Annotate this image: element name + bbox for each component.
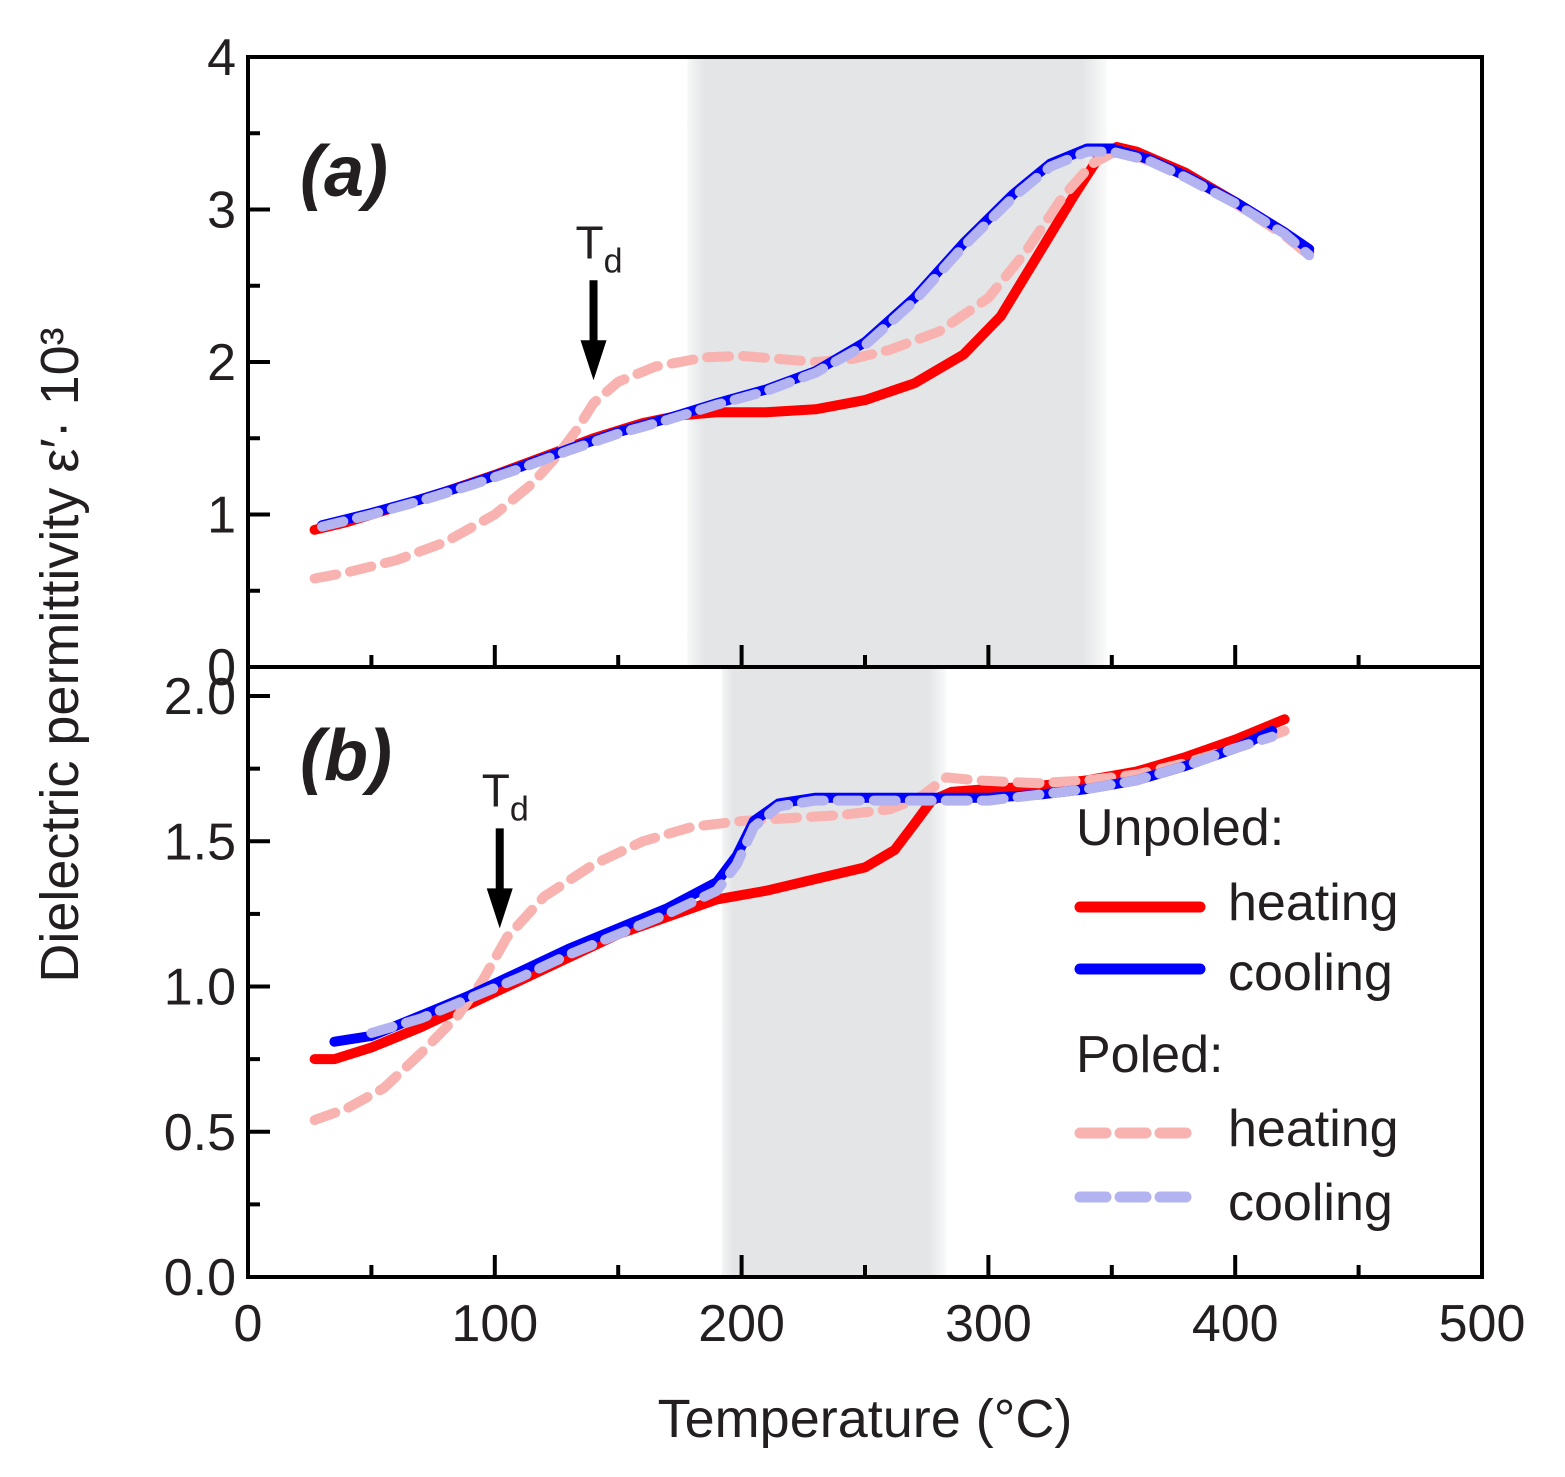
y-tick-label: 0.0 [164, 1249, 236, 1307]
panel-b: 0.0 0.5 1.0 1.5 2.0 0 100 200 300 400 500 (b) Td [164, 667, 1526, 1353]
legend: Unpoled: heating cooling Poled: heating … [1074, 799, 1399, 1232]
y-tick-label: 0.5 [164, 1104, 236, 1162]
y-tick-label: 1.0 [164, 959, 236, 1017]
series-group-a [309, 142, 1315, 584]
series-group-b [309, 714, 1290, 1126]
y-tick-label: 0 [207, 639, 236, 697]
td-label: Td [482, 764, 529, 828]
legend-title-poled: Poled: [1076, 1026, 1223, 1084]
panel-label-a: (a) [300, 132, 388, 212]
y-tick-label: 4 [207, 29, 236, 87]
series-poled-cooling [366, 731, 1278, 1038]
series-poled-heating [309, 725, 1290, 1126]
shaded-region-a [687, 57, 1107, 667]
legend-label-unpoled-cooling: cooling [1228, 944, 1393, 1002]
td-arrow-head [580, 340, 607, 381]
td-annotation-b: Td [482, 764, 529, 929]
x-tick-label: 500 [1439, 1295, 1526, 1353]
panel-label-b: (b) [300, 716, 392, 796]
x-tick-label: 0 [234, 1295, 263, 1353]
y-tick-label: 1 [207, 487, 236, 545]
tick-labels-a: 0 1 2 3 4 [207, 29, 236, 697]
y-tick-label: 2.0 [164, 668, 236, 726]
x-axis-title: Temperature (°C) [658, 1389, 1073, 1449]
x-tick-label: 300 [945, 1295, 1032, 1353]
legend-label-poled-heating: heating [1228, 1100, 1399, 1158]
y-tick-label: 1.5 [164, 813, 236, 871]
panel-a: 0 1 2 3 4 (a) Td [207, 29, 1361, 697]
legend-title-unpoled: Unpoled: [1076, 799, 1284, 857]
y-axis-title: Dielectric permittivity ε′· 10³ [30, 327, 90, 982]
legend-label-unpoled-heating: heating [1228, 874, 1399, 932]
series-poled-cooling [317, 146, 1315, 532]
tick-labels-b: 0.0 0.5 1.0 1.5 2.0 0 100 200 300 400 500 [164, 668, 1526, 1353]
legend-label-poled-cooling: cooling [1228, 1174, 1393, 1232]
y-tick-label: 2 [207, 334, 236, 392]
x-tick-label: 400 [1192, 1295, 1279, 1353]
td-label: Td [576, 216, 623, 280]
td-annotation-a: Td [576, 216, 623, 381]
y-tick-label: 3 [207, 182, 236, 240]
shaded-region-b [721, 667, 947, 1277]
frame-b [246, 665, 1484, 1279]
td-arrow-head [486, 888, 513, 929]
x-tick-label: 200 [698, 1295, 785, 1353]
x-tick-label: 100 [451, 1295, 538, 1353]
